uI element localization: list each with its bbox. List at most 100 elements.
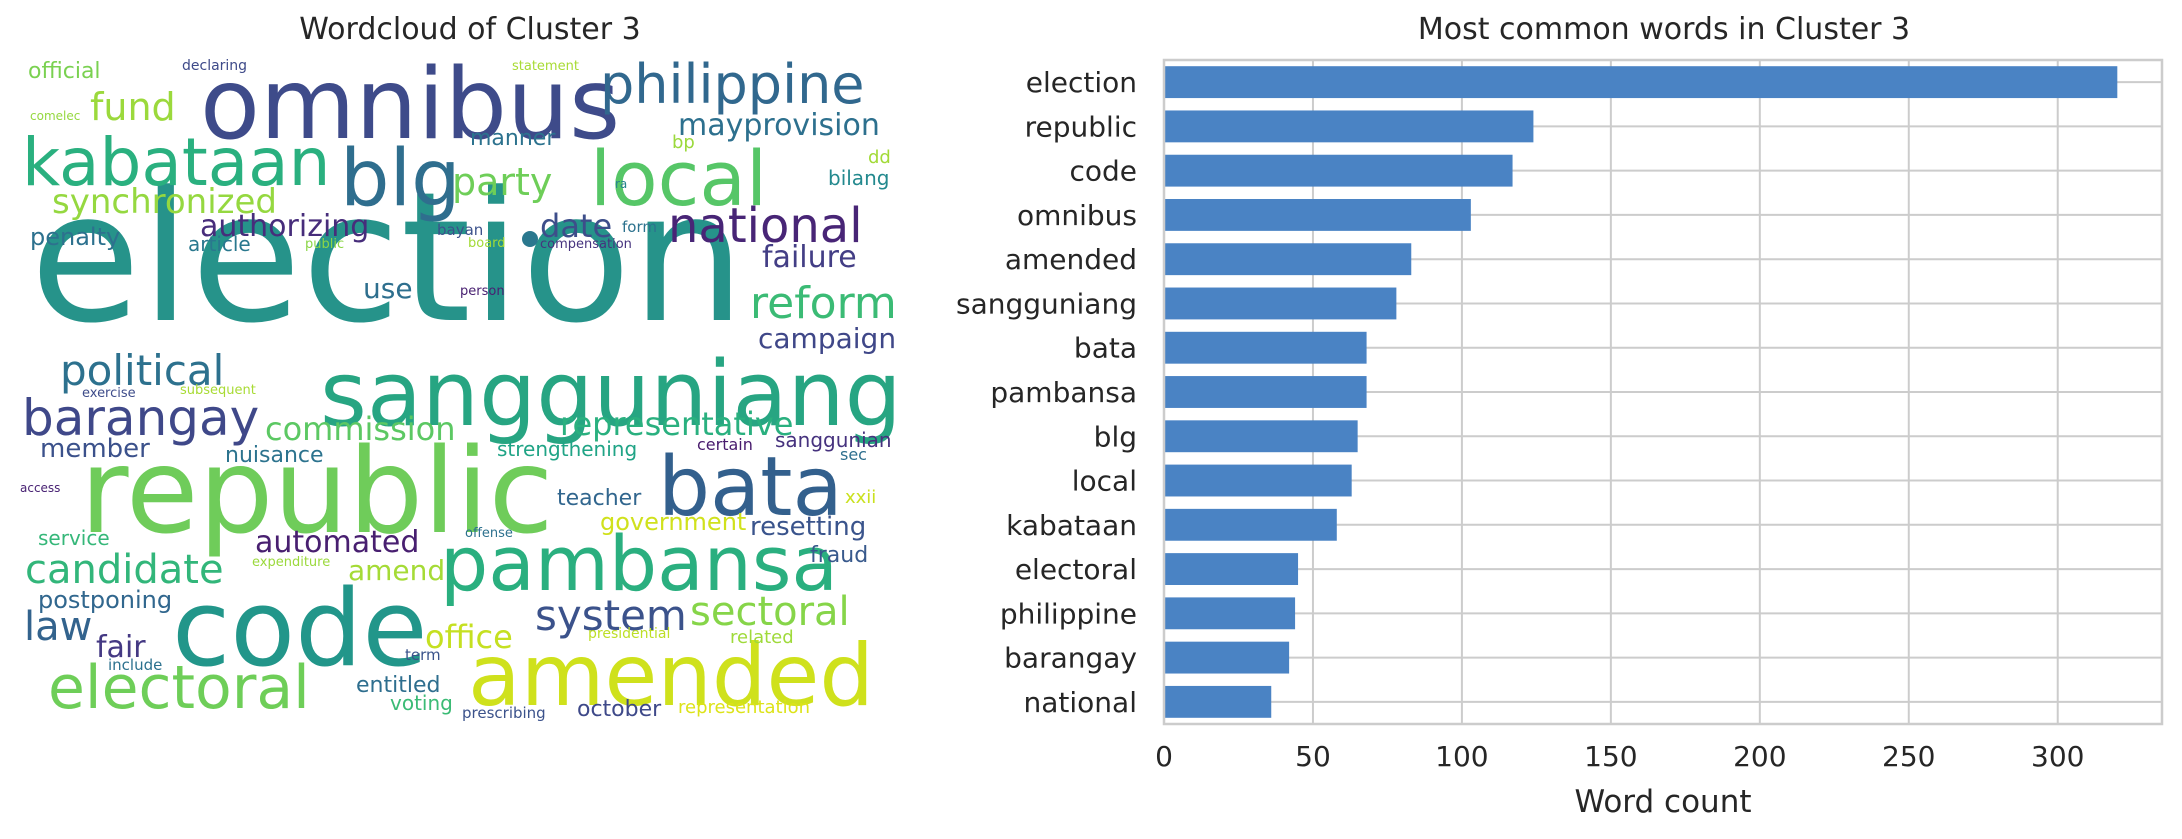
bar-local <box>1164 464 1352 497</box>
wordcloud-word: service <box>38 526 110 550</box>
wordcloud-word: government <box>600 508 746 536</box>
wordcloud-word: bata <box>658 440 843 535</box>
wordcloud-word: october <box>577 697 662 722</box>
wordcloud-word: penalty <box>30 223 120 251</box>
wordcloud-word: national <box>668 198 863 254</box>
y-tick-label: kabataan <box>1006 509 1137 542</box>
wordcloud-word: member <box>40 434 150 464</box>
y-tick-label: omnibus <box>1017 199 1137 232</box>
wordcloud-word: bilang <box>828 166 889 190</box>
wordcloud-word: amended <box>468 626 874 726</box>
wordcloud-word: kabataan <box>22 124 330 201</box>
bar-bata <box>1164 331 1367 364</box>
bar-kabataan <box>1164 508 1337 541</box>
wordcloud-word: board <box>468 236 506 251</box>
wordcloud-word: authorizing <box>200 209 369 244</box>
wordcloud-word: code <box>172 567 428 690</box>
y-tick-label: election <box>1026 66 1137 99</box>
wordcloud-word: fair <box>96 630 146 665</box>
y-tick-label: barangay <box>1004 642 1137 675</box>
bar-pambansa <box>1164 376 1367 408</box>
wordcloud-dot <box>522 231 538 247</box>
wordcloud-word: fund <box>90 85 176 129</box>
wordcloud-word: date <box>540 207 612 245</box>
y-tick-label: electoral <box>1015 553 1137 586</box>
y-tick-label: bata <box>1074 332 1137 365</box>
y-tick-label: blg <box>1094 420 1137 453</box>
wordcloud-word: office <box>425 618 513 656</box>
wordcloud-word: access <box>20 481 60 495</box>
y-tick-label: republic <box>1025 110 1137 143</box>
wordcloud-word: postponing <box>38 586 172 614</box>
wordcloud-word: use <box>363 272 413 305</box>
wordcloud-word: term <box>405 646 441 664</box>
wordcloud-word: sec <box>840 445 867 464</box>
wordcloud-word: exercise <box>82 386 136 401</box>
wordcloud-word: amend <box>348 554 445 587</box>
wordcloud-word: sectoral <box>690 589 850 635</box>
y-tick-label: local <box>1072 465 1137 498</box>
y-tick-label: national <box>1024 686 1137 719</box>
wordcloud-word: law <box>24 604 92 650</box>
y-tick-label: amended <box>1005 243 1137 276</box>
bar-omnibus <box>1164 198 1471 231</box>
wordcloud-word: representative <box>560 405 793 443</box>
wordcloud-word: automated <box>255 525 419 560</box>
wordcloud-word: synchronized <box>52 182 277 222</box>
wordcloud-word: ra <box>615 177 627 191</box>
wordcloud-word: voting <box>390 691 453 715</box>
bar-barangay <box>1164 641 1290 674</box>
wordcloud-word: article <box>188 232 251 256</box>
wordcloud-word: omnibus <box>200 48 620 162</box>
wordcloud-word: sanggunian <box>775 428 892 452</box>
wordcloud-word: candidate <box>25 547 224 593</box>
y-tick-label: pambansa <box>990 376 1137 409</box>
wordcloud-word: sangguniang <box>320 342 902 447</box>
wordcloud-word: expenditure <box>252 555 330 570</box>
wordcloud-word: related <box>730 627 794 648</box>
x-tick-label: 300 <box>2031 740 2084 773</box>
wordcloud-word: declaring <box>182 58 247 74</box>
wordcloud-word: include <box>108 656 162 674</box>
wordcloud-word: republic <box>80 422 554 560</box>
wordcloud-word: blg <box>340 134 461 224</box>
bar-chart-title: Most common words in Cluster 3 <box>1417 12 1911 47</box>
wordcloud-word: commission <box>265 410 456 448</box>
wordcloud-word: teacher <box>557 486 642 511</box>
wordcloud-word: reform <box>750 278 897 329</box>
y-tick-label: philippine <box>1000 597 1137 630</box>
wordcloud-word: local <box>590 134 767 223</box>
wordcloud-word: philippine <box>600 53 865 116</box>
bar-philippine <box>1164 597 1296 630</box>
x-tick-label: 250 <box>1882 740 1935 773</box>
x-tick-label: 200 <box>1733 740 1786 773</box>
wordcloud-word: fraud <box>810 543 868 568</box>
wordcloud-word: offense <box>465 526 513 541</box>
wordcloud-word: campaign <box>758 322 896 355</box>
bar-republic <box>1164 110 1534 143</box>
wordcloud-word: mayprovision <box>678 108 880 143</box>
bar-national <box>1164 685 1272 718</box>
wordcloud-word: resetting <box>750 512 866 542</box>
wordcloud-word: comelec <box>30 109 80 123</box>
x-axis-label: Word count <box>1575 784 1752 820</box>
wordcloud-word: dd <box>868 147 891 168</box>
wordcloud-word: pambansa <box>440 519 838 608</box>
wordcloud-word: party <box>452 160 552 204</box>
wordcloud-word: certain <box>697 435 753 454</box>
x-tick-label: 0 <box>1155 740 1173 773</box>
wordcloud-word: political <box>60 346 224 395</box>
wordcloud-word: system <box>535 591 687 640</box>
wordcloud-word: barangay <box>22 389 259 447</box>
wordcloud-word: form <box>622 218 657 236</box>
wordcloud-word: bp <box>672 132 695 153</box>
wordcloud-word: strengthening <box>497 437 637 461</box>
wordcloud-word: prescribing <box>462 704 546 722</box>
bar-amended <box>1164 243 1412 276</box>
bar-electoral <box>1164 553 1299 586</box>
x-tick-label: 150 <box>1584 740 1637 773</box>
wordcloud-word: statement <box>512 59 579 74</box>
wordcloud-word: official <box>28 59 101 84</box>
